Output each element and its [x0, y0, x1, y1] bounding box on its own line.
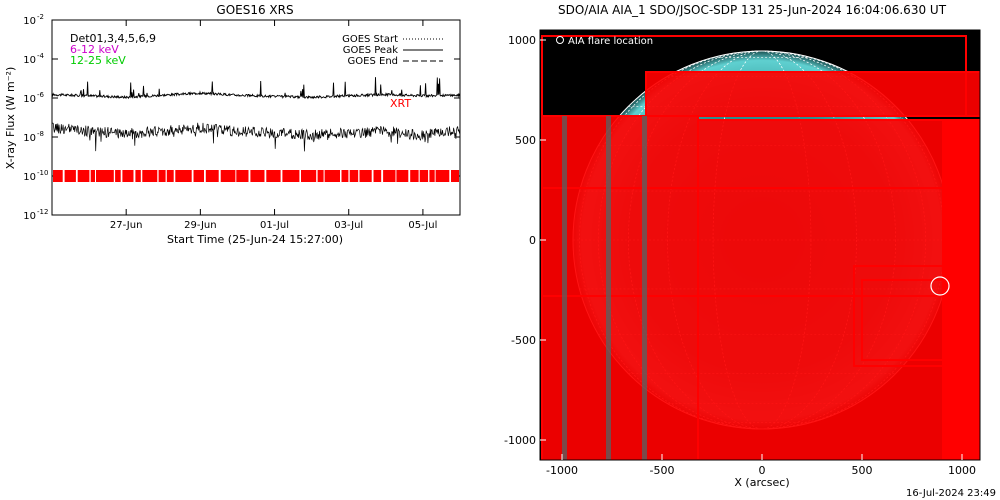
line-legend: GOES Start GOES Peak GOES End: [342, 34, 443, 67]
xrt-coverage-segment: [220, 170, 236, 182]
xrt-coverage-segment: [359, 170, 372, 182]
xrt-label: XRT: [390, 97, 411, 110]
aia-y-tick-label: -500: [511, 334, 536, 347]
xrt-coverage-segment: [205, 170, 219, 182]
xrt-coverage-segment: [77, 170, 90, 182]
xrt-coverage-segment: [410, 170, 419, 182]
goes-y-tick-exponent: -2: [37, 13, 44, 21]
goes-y-tick-label: 10: [23, 172, 36, 183]
goes-x-tick-label: 01-Jul: [260, 220, 289, 231]
xrt-coverage-segment: [64, 170, 76, 182]
xrt-coverage-segment: [236, 170, 249, 182]
xrt-coverage-segment: [341, 170, 349, 182]
xrt-coverage-segment: [266, 170, 281, 182]
xrt-coverage-segment: [115, 170, 121, 182]
xrt-fov-gap: [562, 116, 567, 460]
band-legend-det: Det01,3,4,5,6,9: [70, 32, 156, 45]
aia-x-tick-label: 0: [759, 464, 766, 477]
aia-y-tick-label: -1000: [504, 434, 536, 447]
xrt-coverage-segment: [175, 170, 192, 182]
flare-legend-marker: [556, 36, 564, 44]
goes-low-channel-line: [51, 122, 461, 152]
xrt-coverage-segment: [419, 170, 429, 182]
xrt-coverage-segment: [301, 170, 317, 182]
xrt-coverage-bars: [53, 170, 459, 182]
aia-x-tick-label: 1000: [948, 464, 976, 477]
aia-y-tick-label: 500: [515, 134, 536, 147]
xrt-fov-boxes: [541, 35, 980, 460]
xrt-coverage-segment: [383, 170, 396, 182]
goes-x-tick-label: 27-Jun: [110, 220, 143, 231]
aia-panel: SDO/AIA AIA_1 SDO/JSOC-SDP 131 25-Jun-20…: [504, 3, 996, 499]
xrt-coverage-segment: [135, 170, 141, 182]
xrt-coverage-segment: [166, 170, 174, 182]
xrt-fov-box: [942, 120, 980, 460]
goes-plot-frame: [51, 19, 461, 216]
flare-legend-label: AIA flare location: [568, 36, 653, 47]
xrt-coverage-segment: [193, 170, 204, 182]
goes-y-tick-label: 10: [23, 211, 36, 222]
xrt-coverage-segment: [396, 170, 409, 182]
goes-ticks: [52, 19, 460, 216]
aia-x-tick-label: 500: [852, 464, 873, 477]
xrt-fov-box: [541, 187, 980, 297]
xrt-coverage-segment: [435, 170, 450, 182]
xrt-fov-box: [645, 71, 980, 117]
aia-tick-labels: -1000 -500 0 500 1000 -1000 -500 0 500 1000: [504, 34, 976, 477]
xrt-fov-gap: [606, 116, 611, 460]
xrt-fov-gap: [642, 116, 647, 460]
goes-x-tick-label: 29-Jun: [184, 220, 217, 231]
xrt-coverage-segment: [429, 170, 435, 182]
goes-high-channel-line: [51, 77, 461, 100]
flare-location-marker: [930, 276, 950, 296]
xrt-coverage-segment: [324, 170, 340, 182]
xrt-coverage-segment: [282, 170, 300, 182]
band-legend: Det01,3,4,5,6,9 6-12 keV 12-25 keV: [70, 32, 156, 67]
goes-x-tick-label: 05-Jul: [408, 220, 437, 231]
xrt-coverage-segment: [142, 170, 158, 182]
goes-y-tick-label: 10: [23, 16, 36, 27]
goes-x-tick-labels: 27-Jun 29-Jun 01-Jul 03-Jul 05-Jul: [110, 220, 437, 231]
goes-y-tick-exponent: -4: [37, 52, 45, 60]
aia-x-tick-label: -500: [650, 464, 675, 477]
xrt-coverage-segment: [349, 170, 359, 182]
goes-y-tick-exponent: -6: [37, 91, 45, 99]
band-legend-12-25: 12-25 keV: [70, 54, 126, 67]
xrt-coverage-segment: [250, 170, 265, 182]
goes-x-axis-label: Start Time (25-Jun-24 15:27:00): [167, 233, 343, 246]
xrt-fov-box: [697, 119, 980, 460]
xrt-coverage-segment: [373, 170, 382, 182]
xrt-coverage-segment: [122, 170, 134, 182]
aia-title: SDO/AIA AIA_1 SDO/JSOC-SDP 131 25-Jun-20…: [558, 3, 947, 17]
goes-title: GOES16 XRS: [216, 3, 293, 17]
band-legend-6-12: 6-12 keV: [70, 43, 119, 56]
aia-y-tick-label: 1000: [508, 34, 536, 47]
line-legend-end: GOES End: [348, 56, 398, 67]
line-legend-peak: GOES Peak: [343, 45, 398, 56]
goes-y-axis-label: X-ray Flux (W m⁻²): [4, 67, 17, 169]
goes-x-tick-label: 03-Jul: [334, 220, 363, 231]
goes-y-tick-label: 10: [23, 133, 36, 144]
xrt-coverage-segment: [90, 170, 95, 182]
goes-y-tick-exponent: -10: [37, 169, 48, 177]
goes-y-tick-label: 10: [23, 55, 36, 66]
xrt-coverage-segment: [451, 170, 459, 182]
aia-x-tick-label: -1000: [546, 464, 578, 477]
line-legend-start: GOES Start: [342, 34, 398, 45]
goes-y-tick-exponent: -12: [37, 208, 48, 216]
xrt-coverage-segment: [158, 170, 166, 182]
xrt-coverage-segment: [317, 170, 324, 182]
goes-y-tick-exponent: -8: [37, 130, 44, 138]
aia-plot-frame: [539, 29, 981, 461]
xrt-coverage-segment: [53, 170, 63, 182]
xrt-coverage-segment: [96, 170, 114, 182]
aia-x-axis-label: X (arcsec): [734, 476, 789, 489]
timestamp-footer: 16-Jul-2024 23:49: [906, 488, 996, 499]
aia-y-tick-label: 0: [529, 234, 536, 247]
goes-y-tick-label: 10: [23, 94, 36, 105]
